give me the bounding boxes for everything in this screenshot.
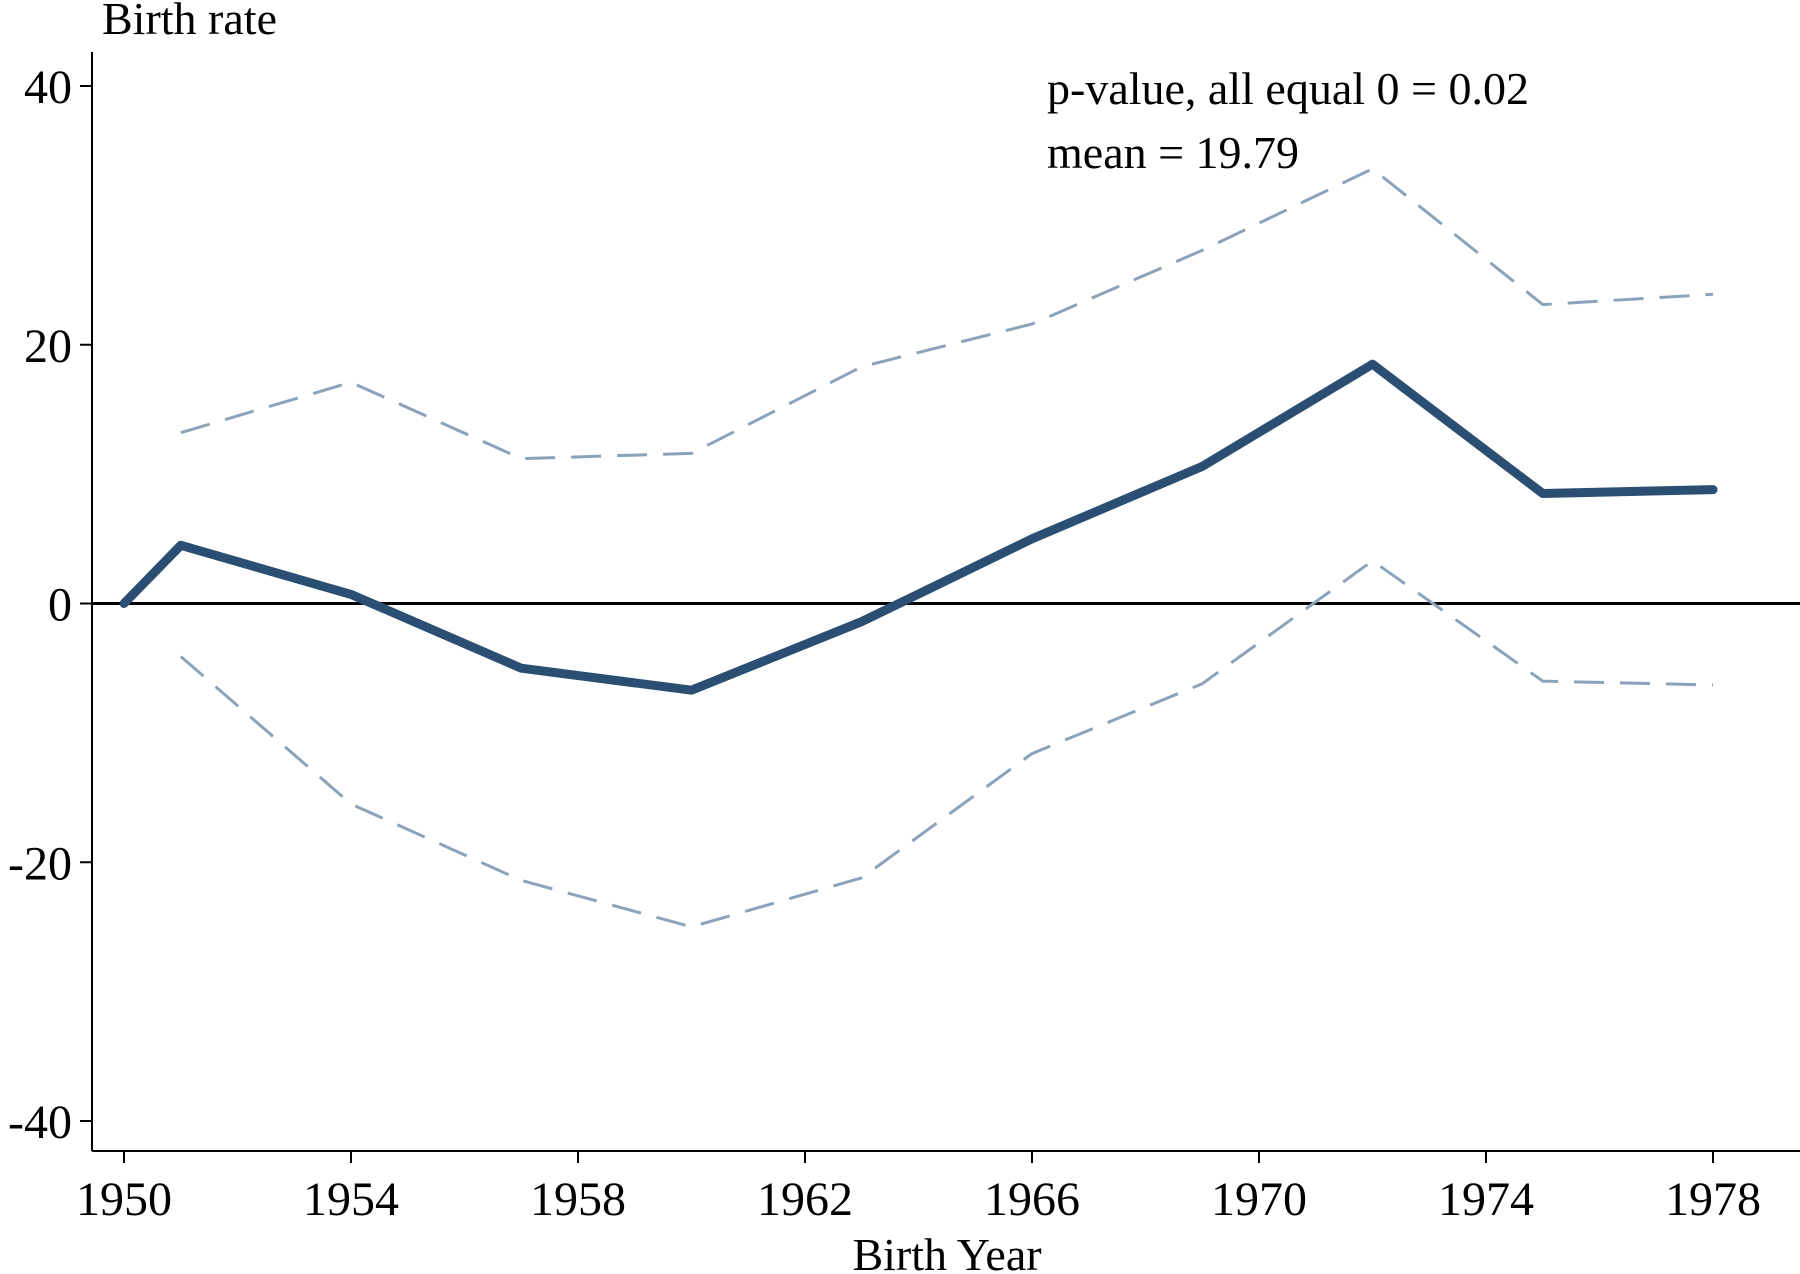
x-ticks: 1950 1954 1958 1962 1966 1970 1974 1978 xyxy=(76,1151,1761,1226)
y-axis-title: Birth rate xyxy=(102,0,277,44)
y-ticks: -40 -20 0 20 40 xyxy=(8,61,92,1149)
axes xyxy=(91,52,1800,1152)
annotation-mean: mean = 19.79 xyxy=(1047,127,1299,178)
series-line-upper-95-ci xyxy=(180,167,1714,461)
y-tick-label: 0 xyxy=(48,579,72,632)
annotation-pvalue: p-value, all equal 0 = 0.02 xyxy=(1047,63,1529,114)
x-tick-label: 1958 xyxy=(530,1173,626,1226)
x-tick-label: 1974 xyxy=(1438,1173,1534,1226)
series-layer xyxy=(119,167,1718,929)
series-line-lower-95-ci xyxy=(179,559,1714,929)
x-tick-label: 1954 xyxy=(303,1173,399,1226)
x-tick-label: 1950 xyxy=(76,1173,172,1226)
y-tick-label: -20 xyxy=(8,837,72,890)
y-tick-label: 40 xyxy=(24,61,72,114)
x-tick-label: 1962 xyxy=(757,1173,853,1226)
x-tick-label: 1978 xyxy=(1665,1173,1761,1226)
y-tick-label: 20 xyxy=(24,320,72,373)
series-line-estimate xyxy=(119,359,1718,695)
y-tick-label: -40 xyxy=(8,1096,72,1149)
x-tick-label: 1966 xyxy=(984,1173,1080,1226)
x-tick-label: 1970 xyxy=(1211,1173,1307,1226)
x-axis-title: Birth Year xyxy=(852,1229,1041,1274)
